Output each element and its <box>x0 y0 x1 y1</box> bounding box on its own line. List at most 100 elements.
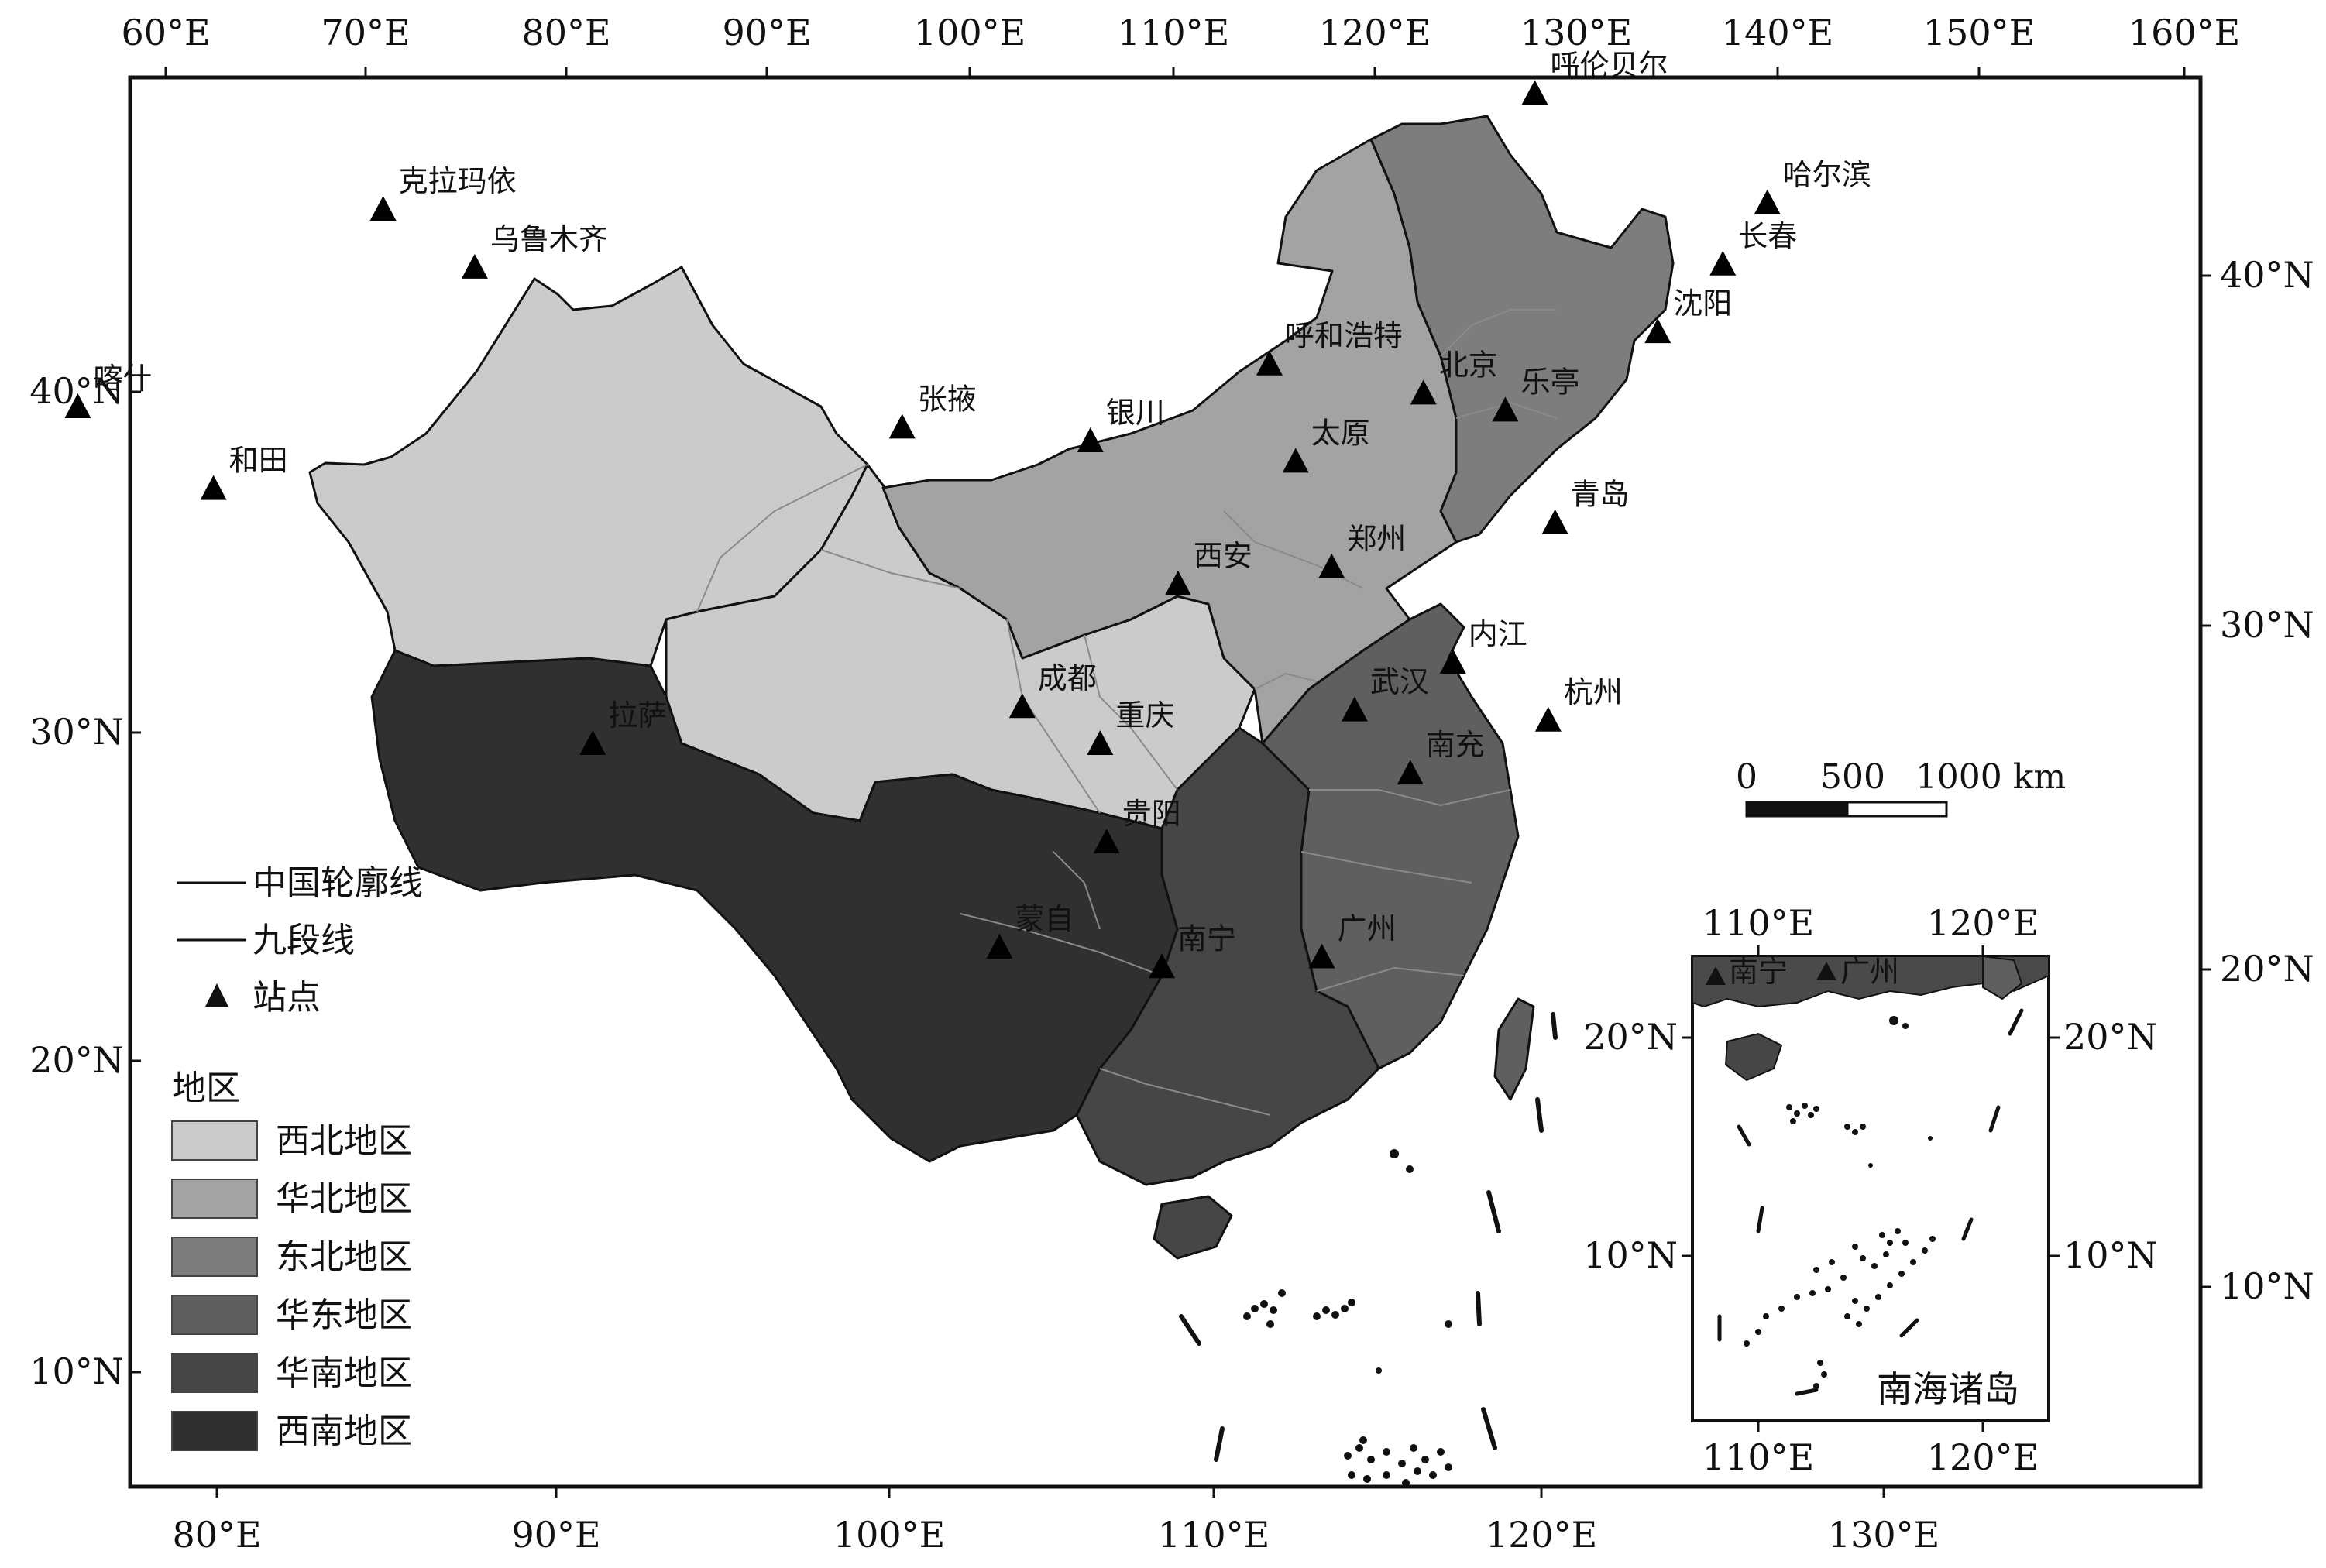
map-frame <box>128 75 2203 1489</box>
station-marker <box>986 933 1013 959</box>
station: 贵阳 <box>1093 797 1181 854</box>
top-tick-60e: 60°E <box>121 12 210 53</box>
station-marker <box>1534 706 1562 732</box>
station-label: 喀什 <box>93 362 152 396</box>
right-tick-30n: 30°N <box>2220 604 2314 646</box>
station: 南宁 <box>1148 921 1236 979</box>
station-marker <box>1644 318 1671 344</box>
station-marker <box>1341 696 1368 722</box>
south-china-sea-islands <box>1243 1149 1452 1487</box>
station-label: 南充 <box>1426 728 1485 762</box>
station-label: 郑州 <box>1347 522 1406 556</box>
station: 郑州 <box>1318 522 1406 578</box>
right-tick-20n: 20°N <box>2220 948 2314 990</box>
scale-label-500: 500 <box>1820 757 1885 797</box>
left-tick-30n: 30°N <box>29 711 124 753</box>
inset-frame <box>1691 955 2050 1422</box>
station-label: 西安 <box>1194 539 1252 573</box>
station-label: 呼伦贝尔 <box>1551 48 1668 82</box>
inset-top-tick-120e: 120°E <box>1927 902 2039 944</box>
bottom-tick-100e: 100°E <box>833 1514 945 1556</box>
legend-swatch-north <box>171 1179 258 1219</box>
bottom-tick-110e: 110°E <box>1158 1514 1270 1556</box>
legend-swatch-east <box>171 1295 258 1335</box>
left-latitude-axis: 40°N 30°N 20°N 10°N <box>29 370 141 1392</box>
station-label: 杭州 <box>1564 675 1623 709</box>
station-marker <box>579 729 606 755</box>
station-marker <box>64 393 91 418</box>
nine-dash-line <box>1179 1012 1558 1462</box>
station-label: 太原 <box>1311 416 1370 450</box>
station-label: 沈阳 <box>1673 286 1732 321</box>
top-tick-100e: 100°E <box>914 12 1026 53</box>
station-label: 南宁 <box>1177 921 1236 956</box>
region-northwest-xinjiang <box>308 266 869 667</box>
scale-bar: 0 500 1000 km <box>1736 757 2066 818</box>
station-label: 张掖 <box>918 382 977 416</box>
inset-bottom-tick-120e: 120°E <box>1927 1436 2039 1478</box>
legend: 中国轮廓线 九段线 站点 地区 西北地区 华北地区 东北地区 华东地区 华南地区… <box>171 863 423 1451</box>
station-marker <box>1008 693 1036 719</box>
station-marker <box>1521 80 1548 105</box>
legend-region-southwest: 西南地区 <box>276 1412 412 1451</box>
station-marker <box>1087 729 1114 755</box>
station: 蒙自 <box>986 902 1074 959</box>
inset-hainan <box>1724 1032 1783 1082</box>
scale-bar-black <box>1745 801 1849 818</box>
top-longitude-axis: 60°E 70°E 80°E 90°E 100°E 110°E 120°E 13… <box>121 12 2240 77</box>
station: 和田 <box>200 444 288 500</box>
right-tick-40n: 40°N <box>2220 254 2314 296</box>
legend-swatch-southwest <box>171 1411 258 1451</box>
station: 重庆 <box>1087 698 1174 755</box>
station-label: 和田 <box>229 444 288 478</box>
station-marker <box>1256 350 1283 376</box>
station: 武汉 <box>1341 665 1429 722</box>
top-tick-80e: 80°E <box>521 12 610 53</box>
station-label: 贵阳 <box>1122 797 1181 831</box>
region-layer <box>308 115 1675 1260</box>
station-marker <box>1492 396 1519 422</box>
inset-left-tick-10n: 10°N <box>1583 1234 1678 1276</box>
left-tick-10n: 10°N <box>29 1350 124 1392</box>
station-label: 广州 <box>1338 912 1397 946</box>
station: 乌鲁木齐 <box>461 222 608 279</box>
station-label: 内江 <box>1469 617 1527 651</box>
station: 太原 <box>1282 416 1370 473</box>
left-tick-20n: 20°N <box>29 1039 124 1081</box>
station-label: 蒙自 <box>1015 902 1074 936</box>
bottom-tick-80e: 80°E <box>172 1514 261 1556</box>
station-marker <box>1148 953 1175 979</box>
region-hainan-island <box>1153 1195 1233 1260</box>
top-tick-160e: 160°E <box>2128 12 2240 53</box>
legend-region-northwest: 西北地区 <box>276 1121 412 1161</box>
scale-bar-white <box>1846 801 1948 818</box>
legend-region-north: 华北地区 <box>276 1179 412 1219</box>
inset-title: 南海诸岛 <box>1877 1368 2019 1410</box>
inset-station-nanning-marker <box>1706 966 1726 985</box>
station-label: 北京 <box>1439 348 1498 382</box>
station-marker <box>1709 250 1737 276</box>
inset-station-guangzhou-label: 广州 <box>1840 955 1899 989</box>
station-marker <box>888 413 916 439</box>
inset-right-tick-10n: 10°N <box>2063 1234 2158 1276</box>
station-marker <box>1439 649 1466 674</box>
station: 内江 <box>1439 617 1527 674</box>
bottom-longitude-axis: 80°E 90°E 100°E 110°E 120°E 130°E <box>172 1487 1939 1556</box>
top-tick-150e: 150°E <box>1923 12 2035 53</box>
station: 喀什 <box>64 362 152 418</box>
station-label: 长春 <box>1738 219 1797 253</box>
inset-station-guangzhou-marker <box>1816 962 1836 980</box>
station-marker <box>1754 189 1781 214</box>
station-label: 武汉 <box>1370 665 1429 699</box>
station-label: 成都 <box>1038 661 1097 695</box>
station: 广州 <box>1308 912 1397 969</box>
legend-region-title: 地区 <box>172 1069 240 1108</box>
station-marker <box>1541 509 1568 534</box>
station-label: 哈尔滨 <box>1783 158 1871 192</box>
inset-right-tick-20n: 20°N <box>2063 1016 2158 1058</box>
top-tick-130e: 130°E <box>1520 12 1632 53</box>
right-tick-10n: 10°N <box>2220 1265 2314 1307</box>
top-tick-110e: 110°E <box>1118 12 1229 53</box>
